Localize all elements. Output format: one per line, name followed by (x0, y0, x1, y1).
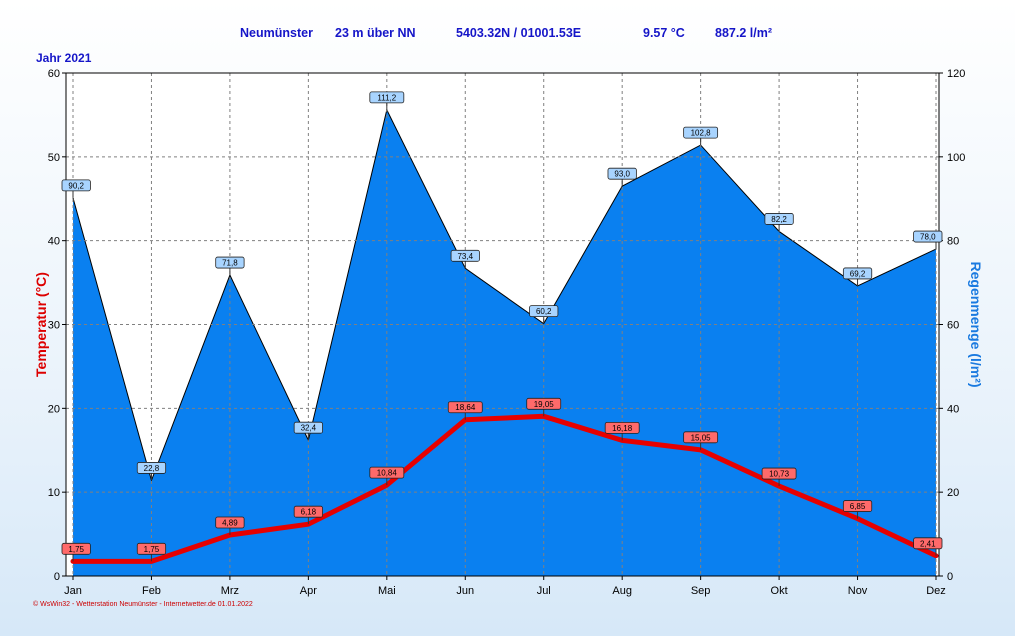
temperature-value-label-box (369, 466, 405, 479)
temperature-value-label-box (913, 537, 943, 550)
y-left-tick-label: 10 (48, 487, 60, 499)
temperature-value-label-box (447, 401, 483, 414)
y-right-tick-label: 40 (947, 403, 959, 415)
rain-value-label: 71,8 (222, 259, 238, 268)
temperature-value-label: 16,18 (612, 424, 633, 433)
rain-value-label: 78,0 (920, 233, 936, 242)
temperature-value-label-box (293, 505, 323, 518)
rain-value-label-box (61, 179, 91, 192)
rain-value-label: 111,2 (377, 93, 396, 102)
temperature-value-label: 1,75 (144, 545, 160, 554)
rain-value-label: 22,8 (144, 464, 160, 473)
temperature-value-label: 18,64 (455, 403, 476, 412)
temperature-value-label: 10,73 (769, 470, 790, 479)
temperature-value-label: 4,89 (222, 519, 238, 528)
rain-value-label-box (683, 126, 719, 139)
y-right-tick-label: 120 (947, 68, 965, 80)
y-left-axis-title: Temperatur (°C) (33, 272, 49, 377)
station-name: Neumünster (240, 26, 313, 40)
temperature-value-label: 6,85 (850, 502, 866, 511)
temperature-value-label-box (215, 516, 245, 529)
station-coordinates: 5403.32N / 01001.53E (456, 26, 582, 40)
rain-value-label-box (136, 462, 167, 474)
x-tick-label: Apr (300, 585, 317, 597)
rain-value-label: 82,2 (771, 215, 787, 224)
rain-value-label-box (369, 91, 405, 104)
rain-value-label: 60,2 (536, 307, 552, 316)
rain-value-label-box (913, 230, 943, 243)
temperature-value-label: 1,75 (68, 545, 84, 554)
rain-value-label-box (529, 305, 559, 318)
temperature-value-label-box (842, 500, 873, 512)
x-tick-label: Okt (771, 585, 788, 597)
y-left-tick-label: 20 (48, 403, 60, 415)
y-left-tick-label: 0 (54, 571, 60, 583)
rain-value-label: 69,2 (850, 269, 866, 278)
y-left-tick-label: 30 (48, 320, 60, 332)
temperature-value-label-box (604, 421, 640, 434)
x-tick-label: Feb (142, 585, 161, 597)
temperature-value-label: 10,84 (377, 469, 398, 478)
x-tick-label: Mrz (221, 585, 239, 597)
x-tick-label: Nov (848, 585, 868, 597)
y-right-tick-label: 100 (947, 152, 965, 164)
station-altitude: 23 m über NN (335, 26, 416, 40)
temperature-value-label-box (683, 431, 719, 444)
temperature-value-label: 15,05 (691, 433, 712, 442)
x-tick-label: Jan (64, 585, 82, 597)
y-right-tick-label: 80 (947, 236, 959, 248)
chart-header: Neumünster 23 m über NN 5403.32N / 01001… (0, 26, 1015, 44)
rain-total: 887.2 l/m² (715, 26, 772, 40)
x-tick-label: Jul (537, 585, 551, 597)
rain-value-label: 102,8 (691, 129, 712, 138)
rain-value-label: 90,2 (68, 181, 84, 190)
rain-value-label: 93,0 (614, 170, 630, 179)
temperature-value-label: 19,05 (534, 400, 555, 409)
year-label: Jahr 2021 (36, 51, 92, 65)
rain-value-label-box (764, 213, 794, 225)
rain-value-label-box (450, 249, 480, 262)
temperature-mean: 9.57 °C (643, 26, 685, 40)
footer-credit: © WsWin32 - Wetterstation Neumünster - I… (33, 601, 253, 608)
temperature-value-label-box (61, 542, 91, 555)
y-right-axis-title: Regenmenge (l/m²) (968, 261, 984, 387)
rain-value-label-box (215, 256, 245, 269)
temperature-value-label-box (761, 467, 797, 480)
rain-value-label: 32,4 (301, 424, 317, 433)
temperature-value-label: 6,18 (301, 508, 317, 517)
y-right-tick-label: 20 (947, 487, 959, 499)
rain-value-label: 73,4 (457, 252, 473, 261)
y-left-tick-label: 50 (48, 152, 60, 164)
x-tick-label: Mai (378, 585, 396, 597)
temperature-value-label-box (136, 542, 167, 555)
x-tick-label: Jun (456, 585, 474, 597)
y-right-tick-label: 0 (947, 571, 953, 583)
x-tick-label: Aug (612, 585, 632, 597)
temperature-line (70, 413, 939, 564)
rain-value-label-box (842, 267, 873, 280)
rain-value-label-box (607, 167, 637, 180)
rain-value-label-box (293, 421, 323, 434)
y-left-tick-label: 40 (48, 236, 60, 248)
temperature-value-label: 2,41 (920, 539, 936, 548)
y-right-tick-label: 60 (947, 320, 959, 332)
temperature-value-label-box (526, 397, 562, 410)
x-tick-label: Sep (691, 585, 711, 597)
y-left-tick-label: 60 (48, 68, 60, 80)
x-tick-label: Dez (926, 585, 946, 597)
